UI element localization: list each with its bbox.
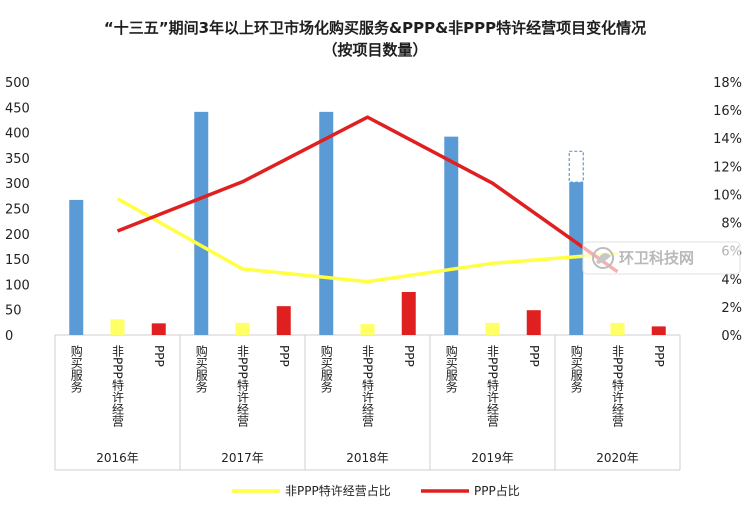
watermark-box <box>582 241 741 275</box>
watermark-text: 环卫科技网 <box>619 249 694 267</box>
category-label: PPP <box>152 345 166 367</box>
category-label: 非PPP特许经营 <box>111 345 125 428</box>
watermark-logo-icon <box>592 247 614 269</box>
category-label: 购买服务 <box>69 344 83 393</box>
y-right-tick-label: 2% <box>721 301 742 316</box>
bar <box>485 322 500 335</box>
y-left-tick-label: 250 <box>5 203 30 218</box>
category-label: PPP <box>277 345 291 367</box>
y-right-tick-label: 14% <box>713 132 742 147</box>
y-right-tick-label: 16% <box>713 104 742 119</box>
bar <box>235 322 250 335</box>
bar <box>110 319 125 335</box>
bar <box>69 199 84 335</box>
y-right-tick-label: 18% <box>713 76 742 91</box>
category-label: PPP <box>402 345 416 367</box>
y-left-tick-label: 150 <box>5 253 30 268</box>
bar <box>194 111 209 335</box>
group-label: 2019年 <box>471 451 514 465</box>
line-series <box>116 115 619 274</box>
watermark-leaf-icon <box>596 253 611 264</box>
y-left-tick-label: 100 <box>5 278 30 293</box>
y-left-tick-label: 0 <box>5 329 13 344</box>
y-right-tick-label: 10% <box>713 188 742 203</box>
category-label: 购买服务 <box>444 344 458 393</box>
category-label: 非PPP特许经营 <box>486 345 500 428</box>
y-right-tick-label: 0% <box>721 329 742 344</box>
category-label: PPP <box>527 345 541 367</box>
group-label: 2020年 <box>596 451 639 465</box>
y-left-tick-label: 400 <box>5 127 30 142</box>
chart-title-line-1: “十三五”期间3年以上环卫市场化购买服务&PPP&非PPP特许经营项目变化情况 <box>103 19 647 37</box>
category-labels: 购买服务 非PPP特许经营 PPP 2016年 购买服务 非PPP特许经营 PPP 2017年… <box>69 344 666 465</box>
bar <box>276 306 291 335</box>
bars <box>69 111 666 335</box>
y-right-tick-label: 12% <box>713 160 742 175</box>
category-label: 购买服务 <box>569 344 583 393</box>
category-label: 购买服务 <box>194 344 208 393</box>
legend-label: PPP占比 <box>474 483 520 498</box>
category-label: 非PPP特许经营 <box>236 345 250 428</box>
bar <box>526 310 541 335</box>
bar <box>360 323 375 335</box>
group-label: 2018年 <box>346 451 389 465</box>
y-left-tick-label: 500 <box>5 76 30 91</box>
bar <box>319 111 334 335</box>
bar <box>610 322 625 335</box>
y-left-tick-label: 50 <box>5 304 22 319</box>
bar <box>569 182 584 335</box>
lines <box>116 115 619 284</box>
legend: 非PPP特许经营占比 PPP占比 <box>232 483 520 498</box>
category-label: 购买服务 <box>319 344 333 393</box>
legend-label: 非PPP特许经营占比 <box>285 483 391 498</box>
line-series <box>116 197 618 284</box>
category-label: 非PPP特许经营 <box>361 345 375 428</box>
bar <box>651 326 666 335</box>
bar <box>401 291 416 335</box>
y-left-tick-label: 450 <box>5 101 30 116</box>
group-label: 2017年 <box>221 451 264 465</box>
y-left-tick-label: 350 <box>5 152 30 167</box>
y-right-tick-label: 8% <box>721 217 742 232</box>
category-label: PPP <box>652 345 666 367</box>
y-left-tick-label: 300 <box>5 177 30 192</box>
bar <box>444 136 459 335</box>
y-left-tick-label: 200 <box>5 228 30 243</box>
chart-title-line-2: （按项目数量） <box>322 41 428 59</box>
dashed-bar-extension <box>568 150 584 183</box>
watermark: 环卫科技网 <box>582 241 741 275</box>
y-right-tick-label: 4% <box>721 273 742 288</box>
category-label: 非PPP特许经营 <box>611 345 625 428</box>
bar <box>151 323 166 335</box>
group-label: 2016年 <box>96 451 139 465</box>
